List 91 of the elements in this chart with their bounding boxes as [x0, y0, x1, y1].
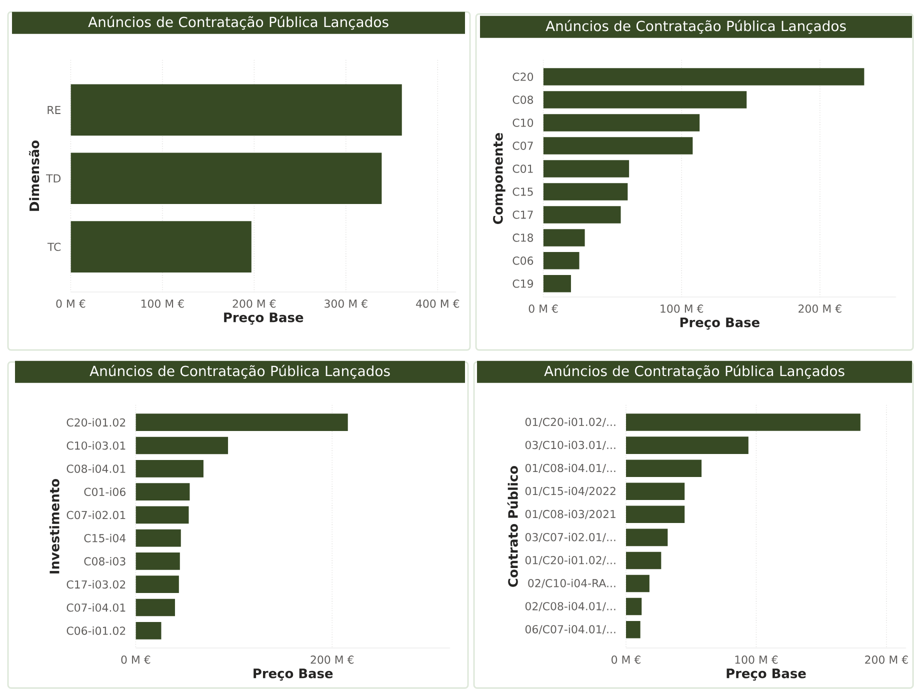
- x-axis-title: Preço Base: [726, 668, 806, 681]
- chart-title: Anúncios de Contratação Pública Lançados: [544, 364, 844, 379]
- y-tick-label: TC: [47, 242, 61, 251]
- x-tick-label: 100 M €: [660, 304, 704, 313]
- bar: [543, 206, 621, 224]
- bar: [136, 436, 228, 454]
- y-tick-label: 02/C10-i04-RA...: [528, 578, 616, 588]
- bar: [626, 598, 642, 616]
- bar: [136, 483, 190, 500]
- bar: [626, 460, 702, 477]
- x-tick-label: 200 M €: [798, 304, 842, 313]
- chart-title: Anúncios de Contratação Pública Lançados: [90, 364, 390, 379]
- x-tick-label: 200 M €: [865, 656, 908, 664]
- bar: [136, 529, 181, 547]
- y-axis-title: Contrato Público: [507, 466, 518, 587]
- bar: [543, 137, 693, 154]
- x-tick-label: 200 M €: [310, 656, 354, 664]
- bar: [136, 506, 189, 524]
- y-tick-label: 06/C07-i04.01/...: [525, 624, 616, 634]
- y-tick-label: C01-i06: [84, 488, 126, 496]
- bar: [626, 414, 860, 431]
- y-tick-label: 01/C08-i03/2021: [525, 510, 616, 520]
- y-tick-label: C07: [512, 142, 533, 150]
- y-tick-label: C15-i04: [84, 534, 126, 542]
- x-tick-label: 0 M €: [56, 300, 86, 308]
- bar: [543, 275, 571, 292]
- bar: [136, 460, 204, 478]
- y-axis-title: Dimensão: [28, 140, 40, 211]
- y-tick-label: 01/C15-i04/2022: [525, 486, 616, 496]
- bar: [136, 622, 162, 640]
- bar: [543, 160, 630, 178]
- x-axis-title: Preço Base: [680, 318, 760, 330]
- x-axis-title: Preço Base: [254, 668, 333, 681]
- y-tick-label: C07-i04.01: [66, 603, 126, 612]
- y-tick-label: C07-i02.01: [66, 510, 126, 520]
- bar: [70, 84, 402, 136]
- y-tick-label: 02/C08-i04.01/...: [525, 602, 616, 612]
- y-tick-label: C06: [512, 256, 534, 265]
- y-tick-label: C08-i04.01: [66, 464, 126, 473]
- y-tick-label: TD: [46, 174, 61, 182]
- bar: [136, 576, 179, 594]
- x-tick-label: 400 M €: [416, 300, 460, 308]
- y-tick-label: C15: [512, 188, 533, 196]
- y-tick-label: 03/C07-i02.01/...: [525, 532, 616, 542]
- bar: [543, 68, 864, 86]
- bar: [626, 574, 650, 592]
- bar: [626, 620, 640, 638]
- bar: [543, 114, 700, 132]
- bar: [136, 414, 348, 432]
- x-tick-label: 0 M €: [121, 656, 150, 664]
- x-tick-label: 300 M €: [324, 300, 368, 308]
- y-tick-label: C18: [512, 234, 534, 242]
- x-tick-label: 100 M €: [735, 656, 778, 664]
- bar: [543, 183, 628, 200]
- bar: [626, 482, 685, 500]
- y-tick-label: C08: [512, 96, 534, 104]
- y-tick-label: 01/C08-i04.01/...: [525, 464, 616, 474]
- x-tick-label: 0 M €: [612, 656, 640, 664]
- y-tick-label: C10: [512, 118, 534, 127]
- bar: [626, 506, 685, 524]
- bar: [70, 221, 252, 272]
- bar: [543, 91, 747, 108]
- y-tick-label: C17-i03.02: [66, 580, 126, 589]
- bar: [543, 229, 585, 246]
- x-tick-label: 100 M €: [141, 300, 184, 308]
- y-tick-label: 03/C10-i03.01/...: [525, 440, 616, 450]
- y-tick-label: C17: [512, 210, 533, 219]
- bar: [543, 252, 580, 270]
- y-tick-label: C06-i01.02: [66, 626, 126, 635]
- x-tick-label: 0 M €: [528, 304, 558, 313]
- y-tick-label: C19: [512, 280, 534, 288]
- bar: [70, 152, 382, 204]
- chart-title: Anúncios de Contratação Pública Lançados: [546, 20, 846, 34]
- bar: [136, 552, 180, 570]
- bar: [626, 436, 748, 454]
- bar: [136, 598, 175, 616]
- y-tick-label: C20-i01.02: [66, 418, 126, 427]
- y-tick-label: 01/C20-i01.02/...: [525, 556, 616, 566]
- y-axis-title: Investimento: [49, 478, 60, 574]
- x-tick-label: 200 M €: [232, 300, 276, 308]
- y-tick-label: C08-i03: [84, 556, 126, 566]
- y-tick-label: RE: [48, 106, 60, 114]
- chart-title: Anúncios de Contratação Pública Lançados: [88, 16, 388, 30]
- x-axis-title: Preço Base: [224, 312, 304, 325]
- y-tick-label: C10-i03.01: [66, 441, 126, 450]
- bar: [626, 528, 668, 546]
- bar: [626, 552, 662, 570]
- y-tick-label: 01/C20-i01.02/...: [525, 418, 616, 427]
- y-tick-label: C20: [512, 72, 534, 81]
- y-axis-title: Componente: [493, 132, 506, 224]
- y-tick-label: C01: [512, 164, 533, 173]
